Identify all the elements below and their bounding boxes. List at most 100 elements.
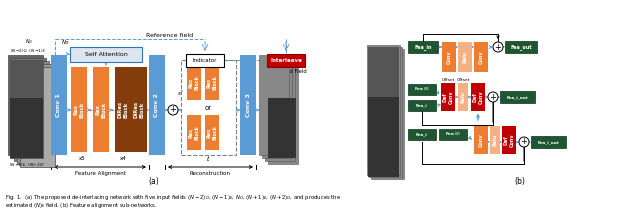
- Text: Reconstruction: Reconstruction: [190, 171, 231, 176]
- Text: Res
Block: Res Block: [189, 125, 200, 140]
- Bar: [17, 64, 52, 164]
- Text: Self Attention: Self Attention: [84, 52, 127, 57]
- Text: Reference field: Reference field: [147, 33, 193, 38]
- Bar: [371, 49, 404, 179]
- Text: Feature Alignment: Feature Alignment: [75, 171, 125, 176]
- Text: Res
Block: Res Block: [189, 75, 200, 90]
- Circle shape: [488, 92, 498, 102]
- Text: Conv: Conv: [479, 50, 483, 64]
- Text: Fea $N_0$: Fea $N_0$: [445, 131, 461, 138]
- Text: Fea_out: Fea_out: [510, 44, 532, 50]
- Bar: [10, 60, 43, 98]
- Bar: [187, 65, 201, 100]
- Bar: [458, 42, 472, 72]
- Bar: [458, 83, 468, 111]
- Bar: [369, 47, 402, 177]
- Bar: [10, 60, 43, 158]
- Bar: [8, 55, 43, 155]
- Text: $(N\!-\!2)_O,\,(N\!-\!1)_E$: $(N\!-\!2)_O,\,(N\!-\!1)_E$: [10, 47, 46, 55]
- Bar: [71, 67, 87, 152]
- Bar: [368, 97, 399, 177]
- Text: $\ell$: $\ell$: [206, 154, 211, 163]
- Text: Def
Conv: Def Conv: [504, 133, 515, 147]
- Circle shape: [493, 42, 503, 52]
- Text: Relu: Relu: [493, 134, 497, 146]
- Text: +: +: [490, 92, 497, 101]
- Text: Conv 2: Conv 2: [154, 93, 159, 117]
- Text: Estimated Field: Estimated Field: [266, 69, 307, 74]
- Bar: [531, 136, 566, 148]
- Bar: [441, 83, 455, 111]
- Bar: [10, 98, 43, 158]
- Bar: [187, 115, 201, 150]
- Circle shape: [519, 137, 529, 147]
- Text: Fea_i: Fea_i: [416, 104, 428, 108]
- Text: Res
Block: Res Block: [207, 125, 218, 140]
- Text: estimated $(N)_E$ field. (b) Feature alignment sub-networks.: estimated $(N)_E$ field. (b) Feature ali…: [5, 201, 157, 210]
- Text: Conv: Conv: [447, 50, 451, 64]
- Bar: [368, 47, 399, 97]
- Bar: [93, 67, 109, 152]
- Bar: [502, 126, 516, 154]
- Text: ...: ...: [89, 107, 94, 112]
- Bar: [474, 126, 488, 154]
- Bar: [131, 67, 147, 152]
- Bar: [474, 42, 488, 72]
- Bar: [115, 67, 131, 152]
- Bar: [505, 41, 537, 53]
- Bar: [149, 55, 165, 155]
- Text: DiRes
Block: DiRes Block: [134, 101, 145, 118]
- Text: Relu: Relu: [461, 91, 465, 103]
- Bar: [205, 115, 219, 150]
- Text: Res
Block: Res Block: [95, 101, 106, 118]
- Bar: [442, 42, 456, 72]
- Text: x4: x4: [120, 156, 126, 161]
- Bar: [471, 83, 485, 111]
- Text: +: +: [520, 138, 527, 147]
- Bar: [490, 126, 500, 154]
- Circle shape: [168, 105, 178, 115]
- Text: Fig. 1.  (a) The proposed de-interlacing network with five input fields $(N-2)_O: Fig. 1. (a) The proposed de-interlacing …: [5, 193, 341, 202]
- Text: Offset: Offset: [456, 78, 470, 82]
- Text: Indicator: Indicator: [193, 58, 217, 63]
- Bar: [205, 65, 219, 100]
- Bar: [408, 129, 436, 140]
- Text: or: or: [205, 105, 212, 110]
- Bar: [240, 55, 256, 155]
- Text: Fea_i_out: Fea_i_out: [538, 140, 559, 144]
- Text: Fea_i_out: Fea_i_out: [507, 95, 528, 99]
- Text: Conv 3: Conv 3: [246, 93, 250, 117]
- Text: Relu: Relu: [463, 51, 467, 63]
- Bar: [408, 41, 438, 53]
- Text: ...: ...: [111, 107, 116, 112]
- Text: Res
Block: Res Block: [207, 75, 218, 90]
- Text: $N_O$: $N_O$: [25, 37, 33, 46]
- Text: Fea_in: Fea_in: [414, 44, 432, 50]
- Bar: [181, 60, 236, 155]
- Bar: [367, 45, 400, 175]
- Text: $s^*$: $s^*$: [177, 89, 185, 98]
- Bar: [14, 61, 49, 161]
- Text: (a): (a): [148, 177, 159, 186]
- Bar: [70, 47, 142, 62]
- Text: Def
Conv: Def Conv: [472, 90, 483, 104]
- Text: Fea $N_0$: Fea $N_0$: [413, 86, 430, 93]
- Text: Fea_i: Fea_i: [416, 133, 428, 136]
- Text: Offset: Offset: [442, 78, 454, 82]
- Bar: [11, 58, 46, 158]
- Bar: [267, 54, 305, 67]
- Text: (b): (b): [515, 177, 525, 186]
- Text: DiRes
Block: DiRes Block: [118, 101, 129, 118]
- Text: Def
Conv: Def Conv: [443, 90, 453, 104]
- Bar: [262, 58, 292, 158]
- Text: +: +: [495, 42, 501, 51]
- Text: +: +: [170, 105, 177, 114]
- Bar: [408, 100, 436, 111]
- Bar: [439, 129, 467, 140]
- Text: $(N\!+\!1)_E,\,(N\!+\!2)_O$: $(N\!+\!1)_E,\,(N\!+\!2)_O$: [9, 161, 45, 169]
- Text: x5: x5: [79, 156, 85, 161]
- Bar: [268, 98, 296, 158]
- Bar: [259, 55, 289, 155]
- Text: Interleave: Interleave: [270, 58, 302, 63]
- Bar: [268, 64, 298, 164]
